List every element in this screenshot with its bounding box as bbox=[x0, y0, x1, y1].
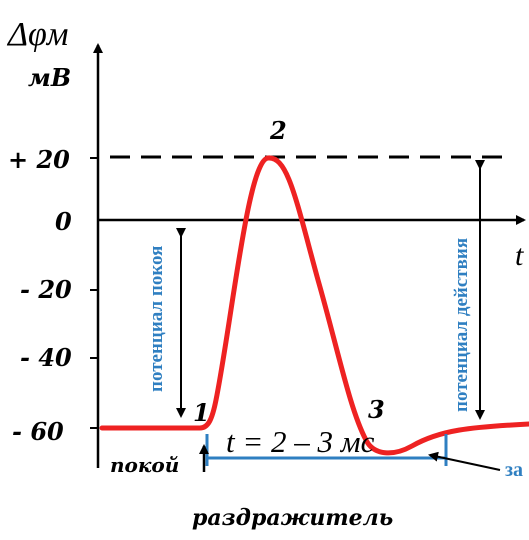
y-tick-label: + 20 bbox=[8, 145, 70, 174]
y-tick-label: - 20 bbox=[20, 275, 72, 304]
duration-label: t = 2 – 3 мс bbox=[226, 424, 375, 459]
point-label-2: 2 bbox=[269, 116, 287, 145]
resting-potential-label: потенциал покоя bbox=[146, 246, 167, 392]
y-axis-symbol: Δφм bbox=[6, 16, 68, 53]
y-axis-unit: мВ bbox=[28, 63, 71, 92]
point-label-1: 1 bbox=[193, 398, 210, 427]
y-tick-label: - 40 bbox=[20, 343, 72, 372]
y-tick-label: - 60 bbox=[12, 417, 64, 446]
x-axis-symbol: t bbox=[515, 239, 524, 272]
hyperpolarization-pointer bbox=[428, 451, 501, 471]
action-potential-label: потенциал действия bbox=[451, 238, 472, 412]
action-potential-curve bbox=[99, 155, 529, 456]
rest-label: покой bbox=[110, 453, 179, 477]
y-tick-label: 0 bbox=[55, 207, 72, 236]
stimulus-label: раздражитель bbox=[192, 505, 393, 531]
cut-off-label: за bbox=[505, 459, 523, 481]
point-label-3: 3 bbox=[368, 395, 385, 424]
